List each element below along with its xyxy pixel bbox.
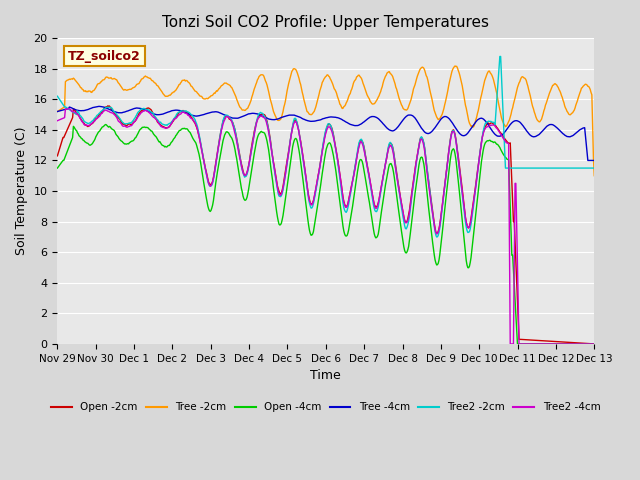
Y-axis label: Soil Temperature (C): Soil Temperature (C)	[15, 127, 28, 255]
Text: TZ_soilco2: TZ_soilco2	[68, 49, 141, 62]
X-axis label: Time: Time	[310, 369, 341, 382]
Title: Tonzi Soil CO2 Profile: Upper Temperatures: Tonzi Soil CO2 Profile: Upper Temperatur…	[163, 15, 490, 30]
Legend: Open -2cm, Tree -2cm, Open -4cm, Tree -4cm, Tree2 -2cm, Tree2 -4cm: Open -2cm, Tree -2cm, Open -4cm, Tree -4…	[47, 398, 605, 416]
